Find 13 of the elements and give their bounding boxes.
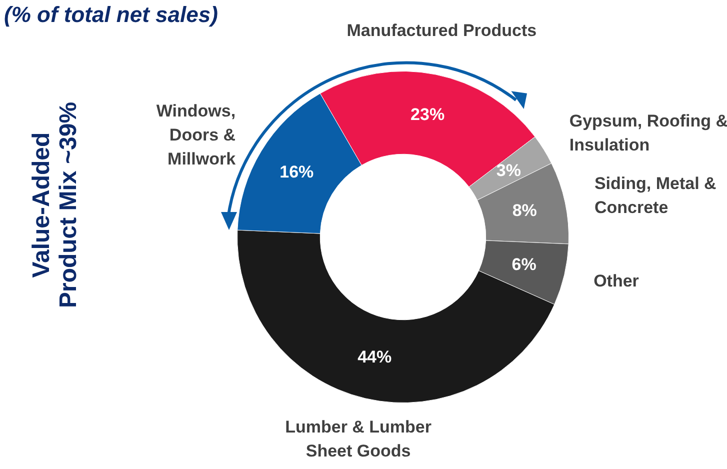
data-label: 44% <box>358 348 392 367</box>
slice-label: Siding, Metal & Concrete <box>594 174 716 217</box>
data-label: 6% <box>512 255 536 274</box>
data-label: 23% <box>410 104 445 124</box>
slice-label: Other <box>594 271 640 290</box>
chart-title: (% of total net sales) <box>4 2 218 28</box>
data-label: 8% <box>512 200 537 220</box>
text: Value-Added Product Mix ~39% <box>28 100 82 310</box>
data-label: 16% <box>280 162 314 182</box>
slice-label: Manufactured Products <box>346 20 537 40</box>
slice-label: Lumber & Lumber Sheet Goods <box>285 417 432 460</box>
data-label: 3% <box>496 161 521 180</box>
slice-label: Windows, Doors & Millwork <box>156 101 236 168</box>
